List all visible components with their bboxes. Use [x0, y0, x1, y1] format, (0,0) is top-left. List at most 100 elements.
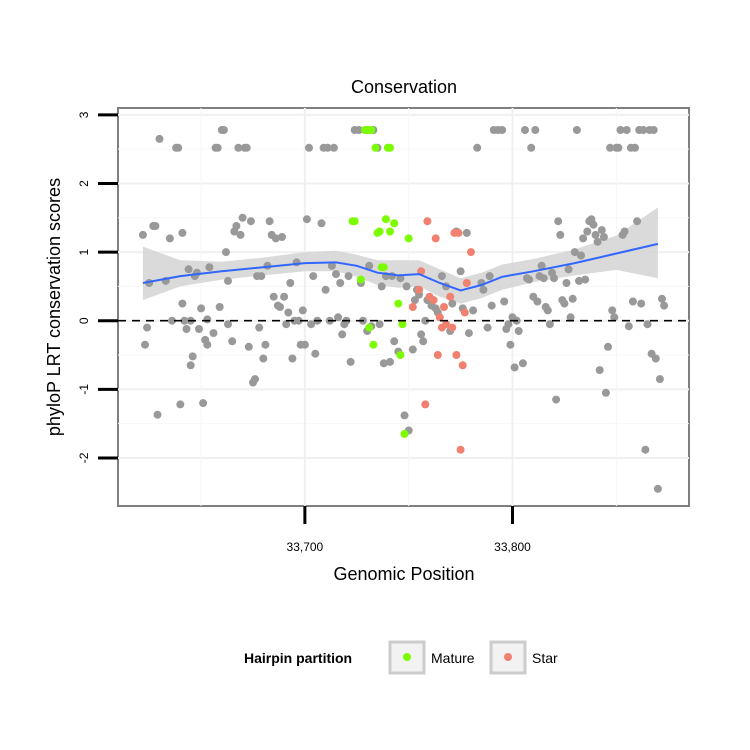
- data-point: [203, 315, 212, 324]
- data-point: [410, 296, 419, 305]
- data-point: [552, 395, 561, 404]
- data-point: [236, 230, 245, 239]
- data-point: [278, 233, 286, 241]
- data-point: [572, 126, 581, 134]
- data-point: [564, 265, 573, 274]
- data-point: [504, 320, 513, 329]
- data-point: [435, 313, 444, 322]
- data-point: [155, 134, 164, 143]
- series-other: [138, 126, 669, 493]
- data-point: [350, 217, 359, 226]
- legend-dot-mature: [403, 653, 411, 661]
- data-point: [633, 217, 642, 226]
- data-point: [660, 301, 669, 310]
- data-point: [550, 274, 558, 283]
- series-mature: [348, 126, 413, 438]
- data-point: [464, 329, 473, 338]
- data-point: [246, 217, 255, 226]
- data-point: [153, 410, 162, 419]
- data-point: [556, 230, 565, 239]
- data-point: [188, 352, 197, 361]
- data-point: [280, 292, 289, 301]
- data-point: [589, 220, 598, 229]
- data-point: [323, 143, 332, 152]
- data-point: [302, 215, 311, 224]
- data-point: [653, 484, 662, 493]
- data-point: [643, 320, 652, 329]
- x-tick-label: 33,800: [494, 540, 531, 554]
- data-point: [500, 297, 509, 306]
- data-point: [199, 399, 208, 408]
- data-point: [386, 227, 394, 236]
- data-point: [219, 126, 228, 134]
- smooth-line-layer: [142, 242, 659, 292]
- data-point: [284, 308, 293, 317]
- data-point: [300, 340, 309, 349]
- data-point: [514, 327, 523, 335]
- data-point: [269, 292, 278, 301]
- data-point: [473, 143, 482, 152]
- data-point: [448, 299, 457, 308]
- data-point: [232, 222, 241, 230]
- data-point: [286, 279, 295, 287]
- data-point: [176, 400, 185, 409]
- data-point: [292, 258, 301, 267]
- data-point: [531, 126, 540, 134]
- data-point: [601, 388, 610, 397]
- data-point: [251, 375, 259, 384]
- data-point: [641, 445, 650, 454]
- data-point: [276, 303, 284, 311]
- y-tick-label: -1: [77, 384, 91, 395]
- data-point: [510, 363, 519, 372]
- data-point: [398, 320, 407, 329]
- data-point: [209, 329, 218, 338]
- data-point: [628, 297, 637, 306]
- data-point: [394, 299, 403, 308]
- data-point: [182, 325, 191, 333]
- data-point: [591, 230, 600, 239]
- data-point: [448, 323, 457, 332]
- data-point: [390, 337, 399, 346]
- data-point: [575, 276, 583, 285]
- data-point: [205, 263, 214, 272]
- data-point: [604, 342, 612, 351]
- data-point: [381, 215, 390, 224]
- data-point: [365, 261, 374, 270]
- legend: Hairpin partition Mature Star: [244, 640, 558, 675]
- data-point: [327, 261, 336, 270]
- data-point: [307, 320, 316, 329]
- data-point: [151, 222, 160, 230]
- plot-panel: [117, 107, 690, 507]
- data-point: [228, 337, 237, 346]
- data-point: [616, 126, 625, 134]
- data-point: [610, 313, 619, 322]
- data-point: [568, 294, 577, 303]
- data-point: [402, 282, 411, 291]
- data-point: [186, 361, 195, 370]
- legend-label-star: Star: [532, 650, 558, 666]
- data-point: [479, 285, 488, 294]
- data-point: [458, 361, 467, 370]
- data-point: [456, 267, 465, 276]
- data-point: [421, 400, 430, 409]
- data-point: [577, 251, 585, 260]
- data-point: [178, 228, 187, 237]
- data-point: [658, 294, 666, 303]
- data-point: [365, 323, 374, 332]
- data-point: [622, 126, 631, 134]
- data-point: [608, 306, 617, 315]
- data-point: [400, 411, 409, 420]
- series-star: [408, 217, 475, 454]
- data-point: [336, 279, 345, 287]
- data-point: [282, 320, 291, 329]
- points-layer: [138, 126, 669, 493]
- data-point: [583, 227, 592, 236]
- data-point: [244, 342, 253, 351]
- data-point: [344, 272, 353, 281]
- data-point: [639, 126, 648, 134]
- data-point: [390, 219, 399, 228]
- y-tick-label: -2: [77, 452, 91, 463]
- data-point: [197, 304, 206, 313]
- data-point: [649, 126, 658, 134]
- data-point: [543, 306, 552, 315]
